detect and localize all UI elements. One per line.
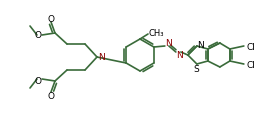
Text: O: O [35, 30, 41, 39]
Text: O: O [48, 14, 55, 23]
Text: N: N [98, 53, 104, 62]
Text: N: N [165, 39, 172, 48]
Text: S: S [193, 64, 199, 73]
Text: N: N [176, 51, 183, 60]
Text: N: N [197, 41, 204, 50]
Text: O: O [48, 92, 55, 101]
Text: Cl: Cl [246, 60, 255, 69]
Text: O: O [35, 76, 41, 85]
Text: CH₃: CH₃ [148, 29, 164, 38]
Text: Cl: Cl [246, 42, 255, 51]
